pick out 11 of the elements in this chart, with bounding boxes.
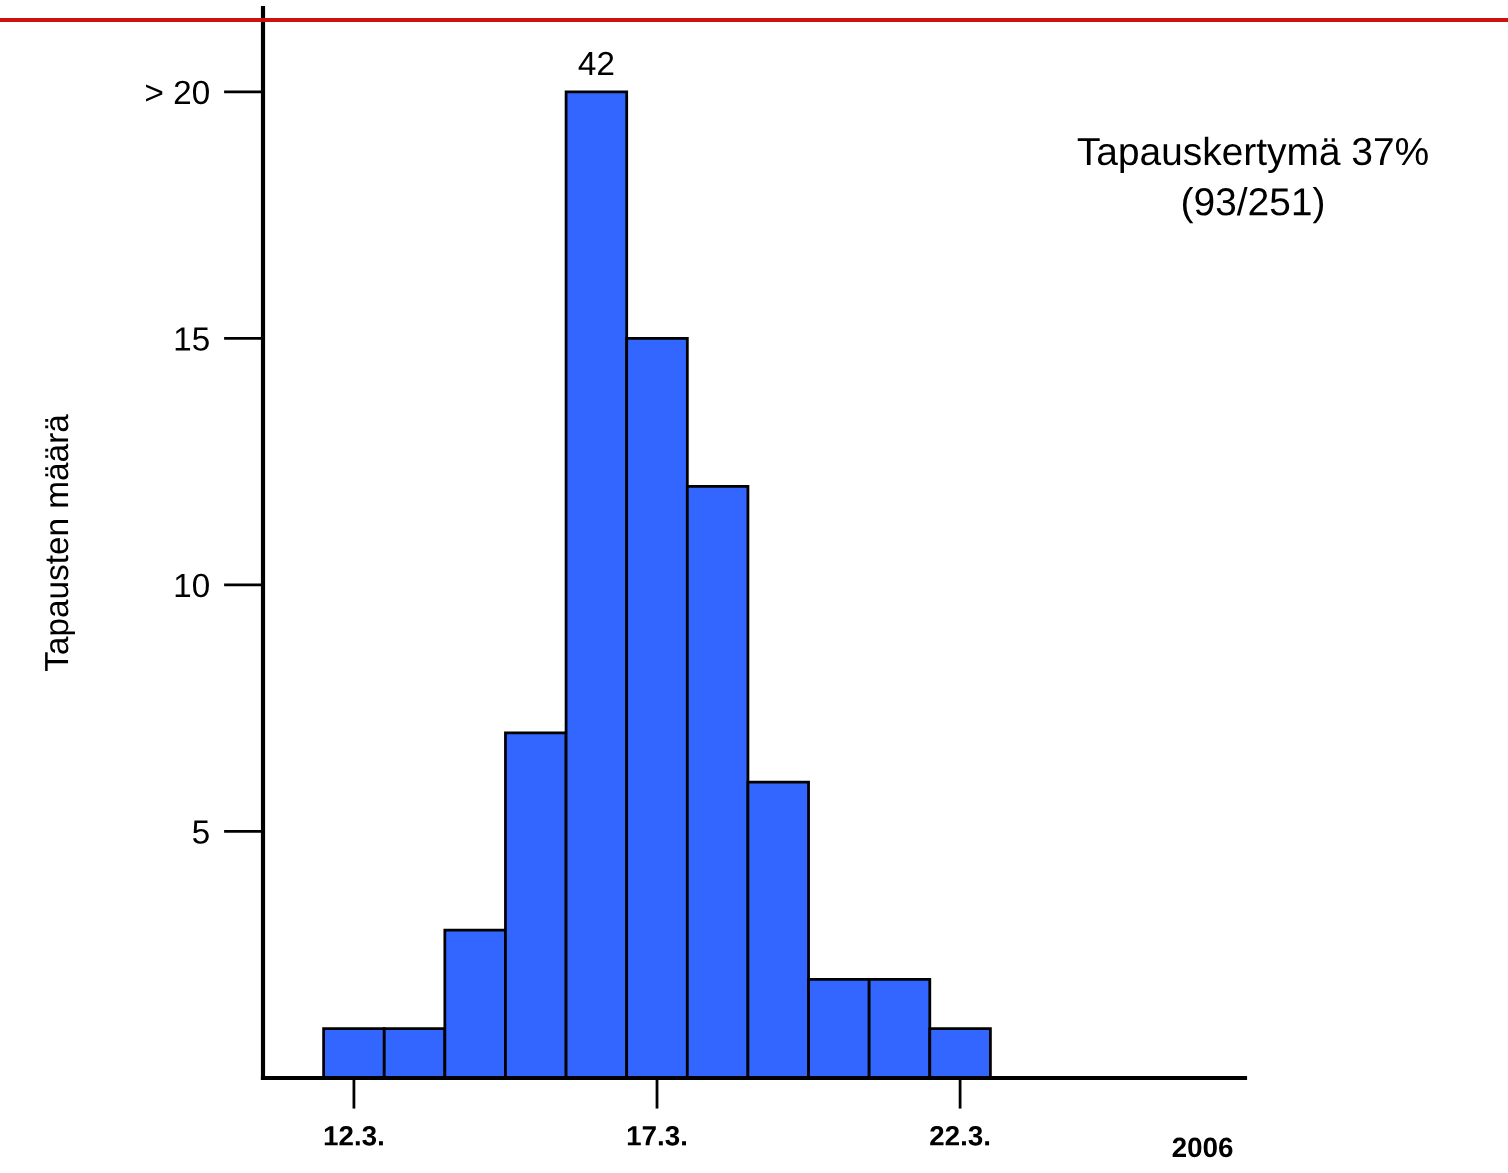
- y-tick-label: 15: [175, 327, 209, 351]
- annotation: 42: [578, 51, 614, 76]
- x-tick-label: 22.3.: [930, 1125, 990, 1146]
- y-tick-label: > 20: [146, 80, 209, 105]
- annotation: Tapauskertymä 37% (93/251): [1077, 136, 1428, 224]
- y-tick-label: 5: [193, 820, 209, 844]
- y-axis-title: Tapausten määrä: [45, 414, 75, 672]
- y-tick-label: 10: [175, 573, 209, 598]
- x-tick-label: 12.3.: [324, 1125, 383, 1146]
- x-tick-label: 17.3.: [627, 1125, 686, 1146]
- text: 2006: [1172, 1137, 1233, 1158]
